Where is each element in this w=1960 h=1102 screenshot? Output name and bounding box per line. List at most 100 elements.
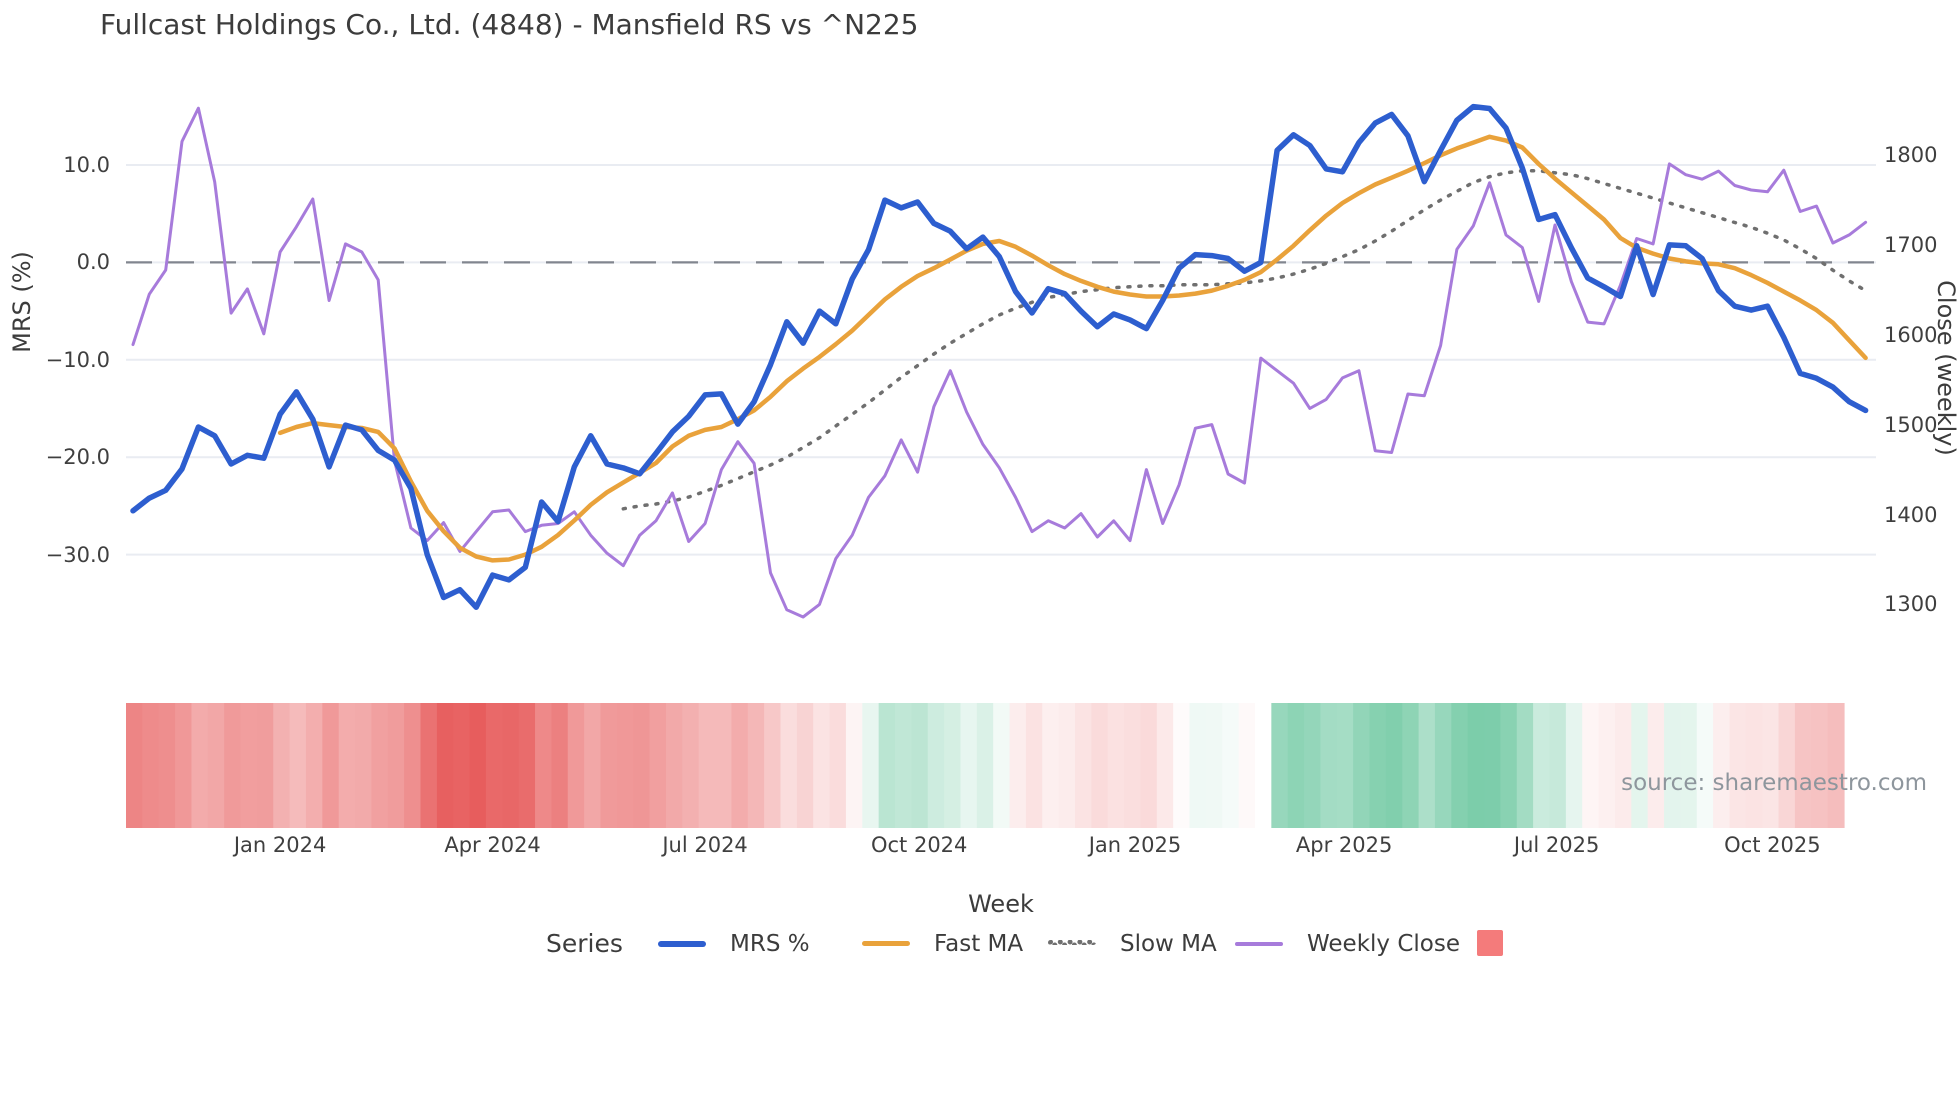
- x-tick-label: Oct 2024: [870, 833, 968, 857]
- heatmap-cell: [126, 703, 143, 828]
- heatmap-cell: [1680, 703, 1698, 828]
- heatmap-cell: [485, 703, 503, 828]
- heatmap-cell: [1205, 703, 1223, 828]
- heatmap-cell: [404, 703, 422, 828]
- heatmap-cell: [1549, 703, 1567, 828]
- heatmap-cell: [1664, 703, 1681, 828]
- legend-line-slowma-icon: [1048, 940, 1096, 945]
- heatmap-cell: [535, 703, 553, 828]
- series-line-fast-ma: [277, 134, 1868, 563]
- heatmap-cell: [158, 703, 176, 828]
- y-right-tick-label: 1700: [1884, 232, 1938, 257]
- legend-line-fastma-icon: [862, 941, 910, 946]
- y-right-tick-label: 1500: [1884, 412, 1938, 437]
- heatmap-cell: [191, 703, 209, 828]
- heatmap-cell: [256, 703, 274, 828]
- heatmap-cell: [1304, 703, 1322, 828]
- heatmap-cell: [829, 703, 847, 828]
- heatmap-cell: [715, 703, 732, 828]
- heatmap-cell: [1074, 703, 1092, 828]
- heatmap-cell: [502, 703, 520, 828]
- x-tick-label: Oct 2025: [1724, 833, 1821, 857]
- heatmap-cell: [1614, 703, 1632, 828]
- heatmap-cell: [780, 703, 798, 828]
- x-tick-label: Jan 2025: [1088, 833, 1182, 857]
- heatmap-cell: [371, 703, 389, 828]
- heatmap-cell: [1369, 703, 1387, 828]
- legend-line-weeklyclose-icon: [1235, 942, 1283, 946]
- x-axis-title: Week: [968, 890, 1034, 918]
- heatmap-cell: [1811, 703, 1829, 828]
- heatmap-cell: [1500, 703, 1518, 828]
- heatmap-cell: [682, 703, 700, 828]
- heatmap-cell: [747, 703, 765, 828]
- heatmap-cell: [665, 703, 683, 828]
- heatmap-cell: [1402, 703, 1420, 828]
- heatmap-cell: [436, 703, 454, 828]
- heatmap-cell: [1238, 703, 1256, 828]
- heatmap-cell: [240, 703, 258, 828]
- source-note: source: sharemaestro.com: [1621, 770, 1927, 796]
- y-right-axis-title: Close (weekly): [1932, 280, 1960, 456]
- heatmap-cell: [338, 703, 356, 828]
- x-tick-label: Jan 2024: [233, 833, 327, 857]
- y-left-axis-title: MRS (%): [8, 251, 36, 353]
- heatmap-cell: [796, 703, 814, 828]
- heatmap-cell: [322, 703, 340, 828]
- heatmap-cell: [1058, 703, 1076, 828]
- legend-label-slowma: Slow MA: [1120, 931, 1217, 957]
- heatmap-cell: [878, 703, 896, 828]
- heatmap-cell: [1173, 703, 1191, 828]
- heatmap-cell: [207, 703, 225, 828]
- heatmap-cell: [1647, 703, 1665, 828]
- heatmap-cell: [567, 703, 585, 828]
- heatmap-cell: [175, 703, 193, 828]
- heatmap-cell: [1385, 703, 1403, 828]
- heatmap-cell: [911, 703, 929, 828]
- heatmap-cell: [387, 703, 405, 828]
- heatmap-cell: [1091, 703, 1109, 828]
- heatmap-cell: [305, 703, 323, 828]
- heatmap-cell: [1189, 703, 1207, 828]
- heatmap-cell: [616, 703, 634, 828]
- heatmap-cell: [1762, 703, 1780, 828]
- x-tick-label: Apr 2025: [1295, 833, 1393, 857]
- heatmap-cell: [1631, 703, 1649, 828]
- heatmap-cell: [1254, 703, 1272, 828]
- heatmap-cell: [698, 703, 716, 828]
- heatmap-cell: [1729, 703, 1747, 828]
- heatmap-cell: [453, 703, 471, 828]
- heatmap-cell: [355, 703, 373, 828]
- heatmap-cell: [1582, 703, 1600, 828]
- chart-title: Fullcast Holdings Co., Ltd. (4848) - Man…: [100, 8, 919, 41]
- heatmap-cell: [1696, 703, 1714, 828]
- heatmap-cell: [1467, 703, 1485, 828]
- y-left-tick-label: 0.0: [76, 250, 110, 275]
- heatmap-cell: [1827, 703, 1845, 828]
- heatmap-cell: [1042, 703, 1060, 828]
- heatmap-cell: [1009, 703, 1027, 828]
- heatmap-cell: [273, 703, 291, 828]
- heatmap-cell: [927, 703, 945, 828]
- heatmap-cell: [845, 703, 863, 828]
- legend-label-weeklyclose: Weekly Close: [1307, 931, 1460, 957]
- heatmap-cell: [1451, 703, 1469, 828]
- heatmap-cell: [960, 703, 978, 828]
- heatmap-cell: [1025, 703, 1043, 828]
- heatmap-cell: [1598, 703, 1616, 828]
- y-left-tick-label: −10.0: [45, 347, 110, 372]
- legend-label-mrs: MRS %: [730, 931, 810, 957]
- legend-line-mrs-icon: [658, 941, 706, 947]
- heatmap-cell: [1745, 703, 1763, 828]
- heatmap-cell: [764, 703, 782, 828]
- heatmap-cell: [289, 703, 307, 828]
- heatmap-cell: [1156, 703, 1174, 828]
- heatmap-cell: [224, 703, 242, 828]
- heatmap-cell: [649, 703, 667, 828]
- heatmap-cell: [1434, 703, 1452, 828]
- heatmap-cell: [1565, 703, 1583, 828]
- heatmap-cell: [1353, 703, 1371, 828]
- heatmap-cell: [1336, 703, 1354, 828]
